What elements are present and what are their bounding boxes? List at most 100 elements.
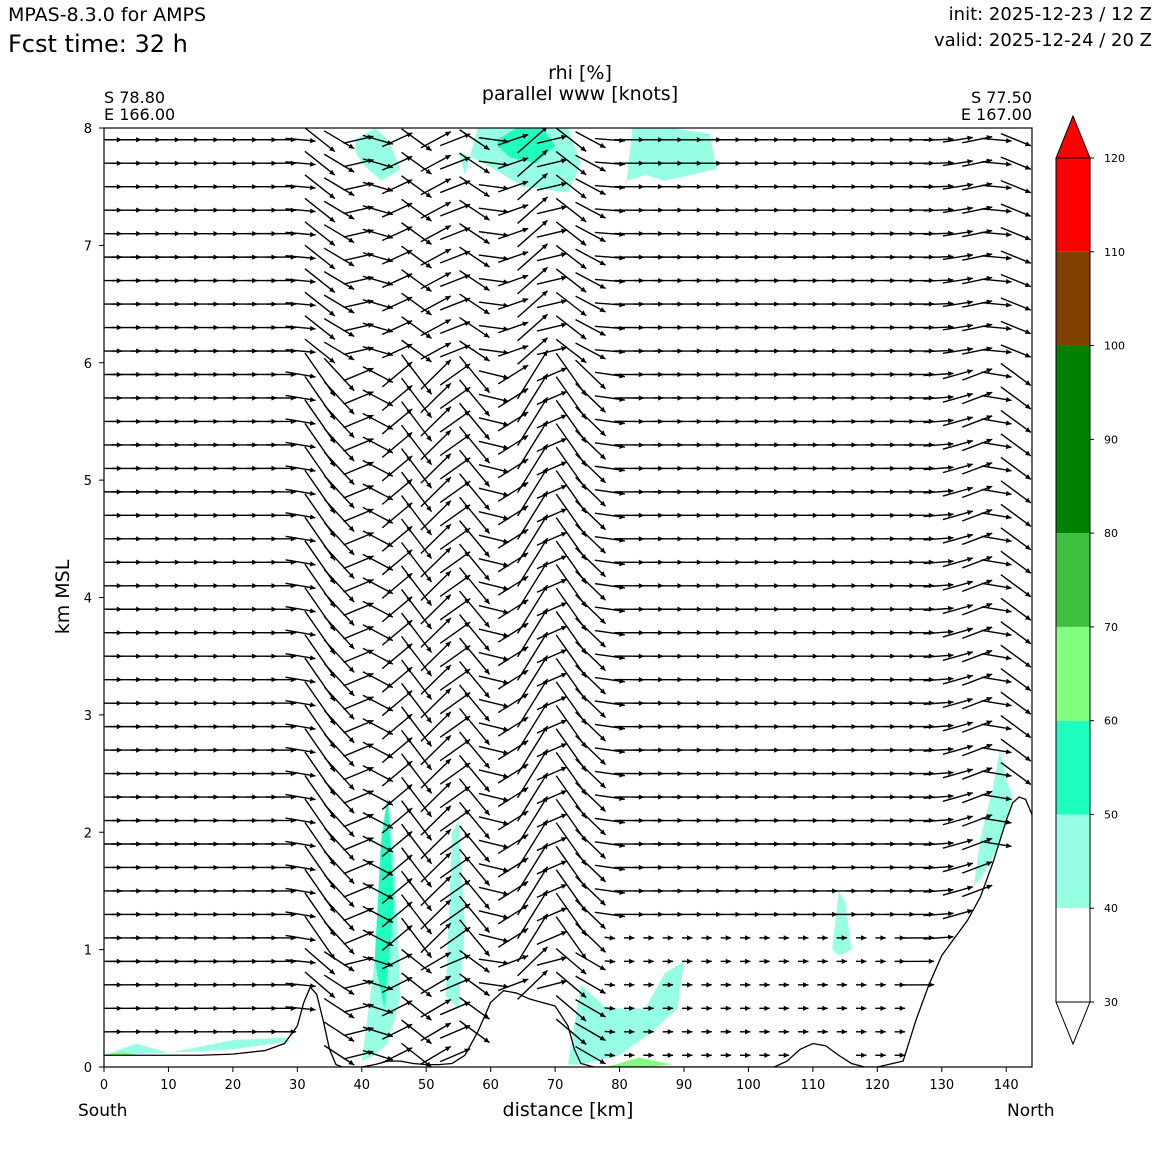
wind-vector-head-314: [986, 884, 993, 890]
wind-vector-head-1509: [1024, 305, 1031, 311]
wind-vector-head-292: [560, 884, 567, 890]
wind-vector-head-1138: [348, 478, 355, 485]
wind-vector-1618: [323, 224, 355, 244]
wind-vector-283: [362, 882, 394, 900]
wind-vector-head-1718: [425, 192, 432, 198]
plot-frame: [103, 127, 1033, 1068]
wind-vector-1617: [304, 221, 336, 247]
axes-layer: 0 10 20 30 40 50 60 70 80 90 100 110 120 130 140 0 1 2 3 4 5…: [84, 122, 1019, 1093]
wind-vector-1532: [517, 266, 549, 295]
wind-vector-head-929: [947, 582, 954, 588]
wind-vector-head-81: [667, 1005, 674, 1011]
wind-vector-422: [362, 811, 394, 830]
wind-vector-head-1714: [348, 190, 355, 196]
wind-vector-head-40: [599, 1035, 606, 1041]
wind-vector-337: [516, 842, 549, 893]
wind-vector-head-1664: [309, 208, 316, 214]
wind-vector-1580: [517, 243, 549, 271]
wind-vector-head-1190: [426, 458, 432, 465]
wind-vector-head-1487: [599, 307, 606, 313]
wind-vector-head-610: [348, 737, 355, 743]
wind-vector-head-167: [687, 958, 693, 964]
x-tick-label: 20: [225, 1078, 242, 1093]
wind-vector-238: [362, 905, 394, 923]
wind-vector-head-573: [560, 743, 567, 749]
wind-vector-head-641: [947, 723, 954, 729]
wind-vector-head-833: [947, 629, 954, 635]
wind-vector-head-1382: [425, 356, 432, 362]
wind-vector-902: [400, 565, 433, 606]
wind-vector-76: [555, 995, 587, 1022]
wind-vector-1052: [516, 490, 549, 540]
wind-vector-376: [381, 830, 413, 858]
wind-vector-head-405: [966, 838, 973, 844]
wind-vector-head-1820: [541, 128, 547, 132]
wind-vector-head-451: [947, 817, 954, 823]
wind-vector-head-1726: [580, 192, 587, 199]
wind-vector-909: [536, 578, 568, 593]
wind-vector-1077: [1000, 503, 1032, 527]
wind-vector-head-115: [522, 978, 529, 984]
wind-vector-head-432: [580, 835, 587, 842]
wind-vector-head-849: [329, 624, 335, 631]
wind-vector-105: [304, 971, 336, 999]
wind-vector-head-1184: [309, 443, 316, 450]
wind-vector-head-1627: [522, 227, 529, 233]
wind-vector-280: [304, 868, 336, 913]
wind-vector-1575: [420, 248, 452, 266]
x-tick-label: 60: [482, 1078, 499, 1093]
wind-vector-37: [439, 1024, 471, 1039]
wind-vector-head-1377: [329, 357, 335, 363]
wind-vector-head-981: [1024, 568, 1031, 574]
wind-vector-380: [459, 825, 491, 863]
wind-vector-1005: [536, 531, 568, 546]
wind-vector-331: [400, 847, 433, 888]
wind-vector-head-1569: [329, 263, 335, 269]
wind-vector-head-478: [560, 790, 567, 796]
wind-vector-806: [400, 612, 433, 653]
wind-vector-head-998: [426, 552, 432, 559]
wind-vector-198: [439, 926, 471, 950]
wind-vector-235: [304, 892, 336, 937]
wind-vector-head-1329: [329, 390, 335, 397]
wind-vector-head-561: [329, 765, 335, 772]
wind-vector-head-1767: [444, 155, 451, 160]
wind-vector-1621: [381, 226, 413, 242]
wind-vector-head-1410: [967, 346, 973, 353]
wind-vector-155: [439, 954, 471, 969]
wind-vector-900: [362, 577, 394, 595]
wind-vector-head-90: [841, 1005, 848, 1011]
wind-vector-665: [459, 684, 491, 722]
wind-vector-1101: [536, 484, 568, 499]
wind-vector-head-332: [445, 852, 451, 859]
wind-vector-head-45: [687, 1029, 693, 1035]
wind-vector-head-885: [1024, 614, 1031, 621]
wind-vector-head-910: [580, 601, 587, 608]
y-tick-label: 2: [84, 826, 92, 841]
wind-vector-1339: [497, 364, 529, 385]
wind-vector-950: [400, 542, 433, 583]
wind-vector-head-453: [986, 814, 993, 820]
wind-vector-head-518: [426, 787, 432, 794]
wind-vector-head-147: [309, 959, 316, 965]
wind-vector-head-1028: [1005, 537, 1012, 543]
wind-vector-693: [1000, 691, 1032, 715]
wind-vector-35: [401, 1019, 432, 1045]
start-lat: S 78.80: [104, 88, 166, 107]
colorbar-tick-label: 110: [1104, 246, 1125, 259]
wind-vector-1390: [555, 338, 587, 364]
wind-vector-head-76: [580, 1015, 587, 1022]
wind-vector-head-1185: [329, 460, 335, 467]
wind-vector-523: [497, 763, 529, 784]
wind-vector-head-1151: [599, 477, 606, 483]
wind-vector-head-850: [348, 619, 355, 626]
wind-vector-head-574: [580, 765, 587, 772]
wind-vector-958: [555, 540, 587, 584]
wind-vector-1237: [381, 408, 413, 435]
wind-vector-head-1122: [966, 486, 973, 492]
wind-vector-head-1485: [561, 299, 567, 305]
y-tick-label: 8: [84, 122, 92, 137]
wind-vector-814: [555, 611, 587, 655]
wind-vector-1583: [575, 248, 606, 266]
wind-vector-1438: [555, 315, 587, 340]
